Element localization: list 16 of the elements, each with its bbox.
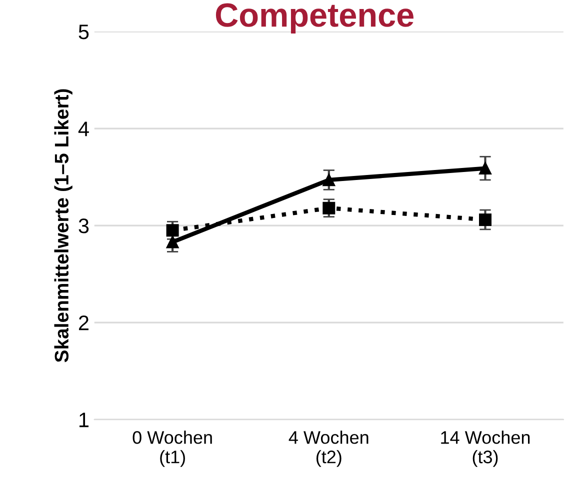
chart-title: Competence bbox=[216, 3, 414, 34]
x-tick-label: 14 Wochen (t3) bbox=[441, 430, 530, 467]
point bbox=[478, 162, 492, 175]
point bbox=[322, 174, 336, 186]
x-tick-label: 4 Wochen (t2) bbox=[288, 430, 368, 467]
y-tick-label: 1 bbox=[80, 412, 89, 428]
x-tick-label: 0 Wochen (t1) bbox=[132, 430, 212, 467]
y-tick-label: 2 bbox=[78, 316, 88, 330]
point bbox=[166, 224, 179, 237]
y-axis-title: Skalenmittelwerte (1–5 Likert) bbox=[54, 89, 72, 362]
y-tick-label: 4 bbox=[78, 122, 89, 136]
point bbox=[166, 236, 179, 248]
y-tick-label: 3 bbox=[78, 218, 89, 234]
y-tick-label: 5 bbox=[78, 24, 89, 40]
point bbox=[322, 202, 336, 214]
point bbox=[478, 213, 492, 226]
